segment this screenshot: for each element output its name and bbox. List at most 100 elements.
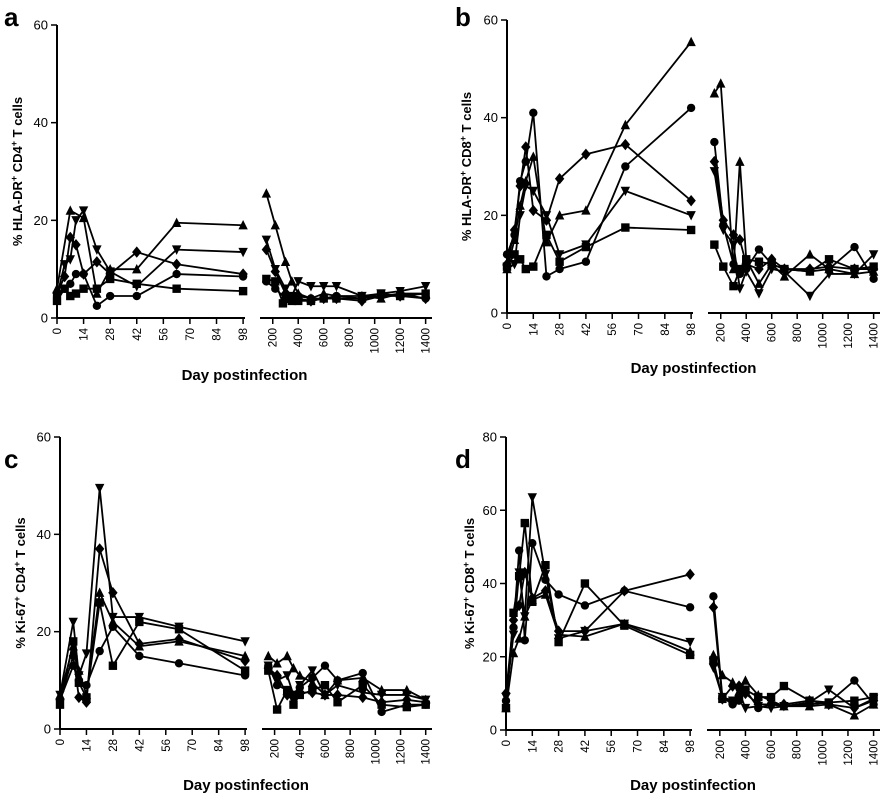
data-point-square [238,286,248,296]
data-point-diamond [502,258,512,270]
data-point-triangle-up [735,156,745,166]
data-point-circle [174,659,184,668]
data-point-circle [172,269,181,279]
data-point-square [172,284,181,293]
y-axis-label-part: % Ki-67 [462,602,477,649]
data-point-triangle-up [307,677,318,687]
y-axis-label: % Ki-67+ CD4+ T cells [12,517,28,648]
data-point-triangle-up [708,649,719,660]
data-point-triangle-down [508,630,519,640]
data-point-triangle-up [263,650,273,661]
data-point-circle [377,707,386,717]
series-line-left [56,209,244,295]
series-circle [501,539,878,713]
data-point-triangle-down [868,250,879,260]
x-tick-label: 0 [502,323,514,329]
data-point-diamond [320,689,330,701]
x-tick-label: 400 [741,323,753,342]
x-tick-label: 400 [740,740,752,759]
data-point-diamond [804,695,815,707]
data-point-diamond [280,287,291,300]
data-point-diamond [766,698,776,711]
data-point-square [529,262,538,271]
data-point-circle [850,676,859,685]
x-tick-label: 98 [685,740,697,753]
data-point-diamond [824,698,834,711]
data-point-square [333,698,342,707]
data-point-square [509,608,518,617]
data-point-triangle-up [686,36,696,47]
data-point-diamond [619,585,630,597]
data-point-diamond [108,587,118,599]
x-tick-label: 28 [108,739,120,752]
data-point-circle [709,592,718,601]
data-point-diamond [779,263,790,275]
y-tick-label: 0 [44,722,51,737]
data-point-triangle-down [520,612,530,622]
x-tick-label: 42 [580,740,592,753]
data-point-triangle-down [81,649,92,659]
data-point-triangle-down [306,282,316,292]
y-tick-label: 60 [34,18,48,33]
series-line-right [713,141,875,280]
data-point-square [66,291,75,301]
data-point-triangle-down [527,493,538,503]
data-point-square [240,666,250,675]
series-diamond [55,543,431,708]
x-tick-label: 200 [270,739,282,758]
data-point-diamond [521,141,531,153]
x-tick-label: 14 [527,739,539,752]
x-axis-label: Day postinfection [182,367,308,384]
data-point-triangle-down [307,666,318,676]
data-point-triangle-up [753,690,763,700]
data-point-square [779,681,789,691]
x-tick-label: 28 [105,328,117,341]
data-point-triangle-up [287,276,297,286]
x-tick-label: 600 [319,328,331,347]
y-tick-label: 40 [484,110,498,125]
series-line-left [505,571,691,694]
data-point-circle [686,103,696,113]
data-point-square [271,277,280,286]
data-point-triangle-down [708,663,719,673]
data-point-diamond [68,650,78,662]
data-point-square [289,700,298,709]
data-point-triangle-down [767,264,777,275]
data-point-square [555,257,564,266]
y-axis-label-part: CD8 [459,141,474,171]
data-point-diamond [94,543,105,555]
data-point-triangle-up [272,658,282,668]
x-axis-label: Day postinfection [631,360,757,377]
data-point-diamond [553,625,564,637]
data-point-triangle-down [554,250,565,260]
data-point-triangle-up [238,220,248,230]
data-point-square [541,560,550,570]
data-point-triangle-up [261,188,272,198]
data-point-diamond [293,292,303,305]
data-point-circle [621,162,630,171]
data-point-diamond [272,669,282,682]
data-point-square [686,225,696,235]
x-tick-label: 14 [79,327,91,340]
panel-letter: b [455,2,471,32]
y-tick-label: 60 [484,13,498,28]
data-point-triangle-down [261,235,272,246]
x-tick-label: 400 [293,328,305,347]
y-tick-label: 40 [37,527,51,542]
data-point-square [734,694,744,704]
data-point-diamond [240,655,250,667]
data-point-diamond [509,224,520,236]
data-point-triangle-up [709,88,720,98]
data-point-square [520,518,529,528]
data-point-diamond [105,268,115,280]
data-point-triangle-up [171,217,182,227]
data-point-diamond [65,231,75,244]
data-point-triangle-up [94,587,105,597]
series-diamond [52,231,431,307]
data-point-circle [320,661,330,670]
series-line-left [506,143,692,265]
series-square [501,518,878,713]
data-point-diamond [754,263,764,275]
